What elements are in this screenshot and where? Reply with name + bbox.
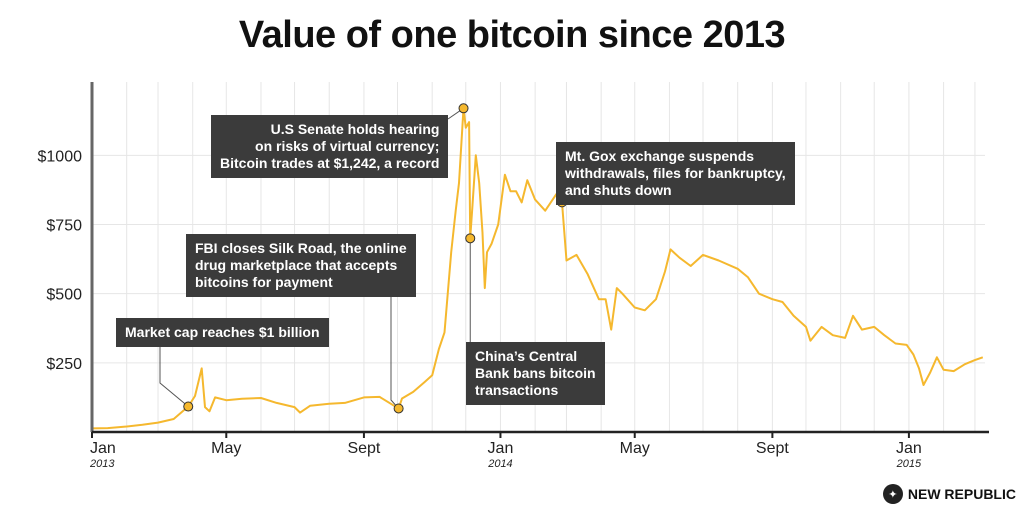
annotation-silk-road: FBI closes Silk Road, the online drug mar… [186,234,416,297]
axes [90,82,989,438]
brand-label: NEW REPUBLIC [907,486,1016,502]
brand-logo: ✦ NEW REPUBLIC [882,484,1016,504]
annotation-marker-senate [458,103,469,114]
annotation-china-ban: China’s Central Bank bans bitcoin transact… [466,342,605,405]
annotation-market-cap: Market cap reaches $1 billion [116,318,329,347]
x-tick-year: 2013 [89,458,115,470]
x-tick-label: May [620,440,650,457]
annotation-line: U.S Senate holds hearing [270,121,440,137]
annotation-line: Market cap reaches $1 billion [125,324,320,340]
annotation-line: transactions [475,382,559,398]
annotation-line: bitcoins for payment [195,274,333,290]
annotation-marker-market-cap [183,401,194,412]
series-line-bitcoin-price [91,107,984,430]
y-tick-label: $1000 [38,148,83,165]
annotation-line: and shuts down [565,182,672,198]
annotation-leader-china [469,238,484,345]
annotation-line: FBI closes Silk Road, the online [195,240,407,256]
y-tick-label: $750 [46,218,82,235]
x-tick-label: May [211,440,241,457]
annotation-line: withdrawals, files for bankruptcy, [565,165,786,181]
x-tick-label: Jan [488,440,514,457]
y-tick-label: $250 [46,356,82,373]
x-tick-label: Jan [90,440,116,457]
annotation-line: Mt. Gox exchange suspends [565,148,755,164]
x-tick-year: 2014 [487,458,512,470]
annotation-mtgox: Mt. Gox exchange suspends withdrawals, fi… [556,142,795,205]
x-tick-year: 2015 [896,458,922,470]
annotation-line: China’s Central [475,348,578,364]
annotation-line: Bank bans bitcoin [475,365,596,381]
annotation-marker-china [465,233,476,244]
annotation-leader-market-cap [159,347,189,407]
y-tick-label: $500 [46,287,82,304]
annotation-senate-hearing: U.S Senate holds hearing on risks of virt… [211,115,449,178]
eagle-logo-icon: ✦ [882,484,903,504]
x-tick-label: Sept [347,440,380,457]
annotation-line: on risks of virtual currency; [255,138,440,154]
annotation-line: Bitcoin trades at $1,242, a record [220,155,440,171]
chart-title: Value of one bitcoin since 2013 [238,14,786,56]
annotation-marker-silk-road [393,403,404,414]
x-tick-label: Jan [896,440,922,457]
x-tick-label: Sept [756,440,789,457]
annotation-line: drug marketplace that accepts [195,257,398,273]
series-line [91,107,984,430]
